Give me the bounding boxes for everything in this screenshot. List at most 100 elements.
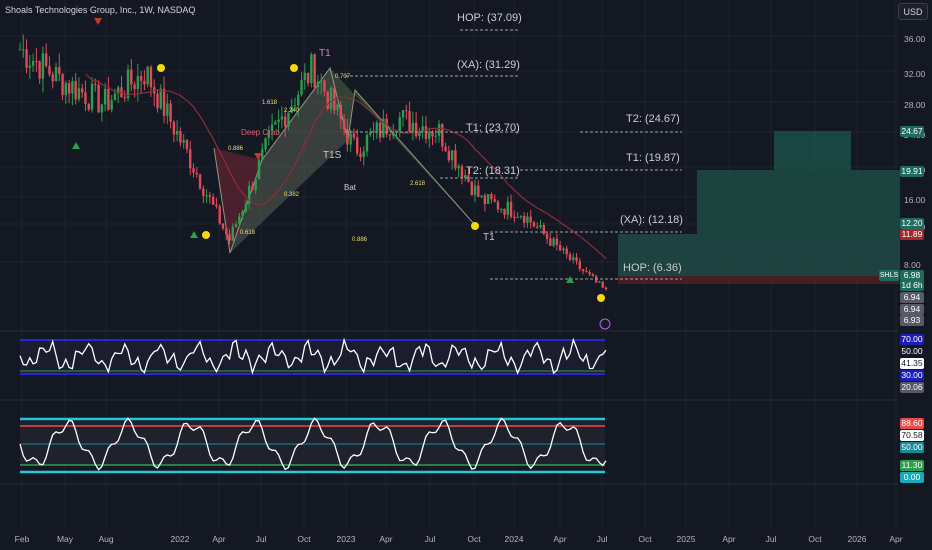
candle-body [496,201,500,210]
candle-body [588,272,591,275]
candle-body [369,132,372,135]
candle-body [385,118,388,135]
candle-body [84,92,87,104]
candle-body [35,61,38,63]
candle-body [293,105,297,107]
candle-body [598,281,601,283]
candle-body [431,131,434,137]
candle-body [503,208,506,215]
bat-pattern [330,68,475,225]
t1-label-top: T1 [319,48,331,59]
candle-body [71,81,74,94]
currency-button[interactable]: USD [898,3,928,20]
candle-body [483,195,487,204]
candle-body [38,61,41,79]
candle-body [601,281,604,288]
candle-body [470,181,473,196]
candle-body [457,166,460,169]
candle-body [231,226,234,241]
candle-body [225,228,228,235]
candle-body [44,53,48,66]
ratio-label: 2.240 [284,108,300,114]
rsi-scale-tag: 41.35 [900,358,924,369]
candle-body [205,195,208,197]
candle-body [306,72,310,84]
candle-body [192,168,195,173]
level-label-hop: HOP: (37.09) [457,12,522,24]
time-axis-tick: Jul [765,534,777,544]
candle-body [323,80,326,92]
candle-body [578,261,582,270]
candle-body [398,117,401,132]
candle-body [441,124,444,147]
moving-average-line [85,73,607,260]
target-zone-2 [697,170,900,234]
candle-body [264,138,267,150]
candle-body [25,49,28,68]
candle-body [156,93,159,109]
candle-body [146,66,149,85]
level-label-target-xa: (XA): (12.18) [620,214,683,226]
candle-body [61,73,64,96]
candle-body [97,84,100,113]
time-axis-tick: Apr [379,534,393,544]
candle-body [536,226,539,228]
candle-body [454,150,457,169]
candle-body [274,122,277,125]
price-tag: 6.98 [900,270,924,281]
candle-body [421,126,424,131]
candle-body [490,194,493,200]
time-axis-tick: Feb [14,534,30,544]
crab-pattern-right [230,68,348,253]
candle-body [100,104,104,113]
time-axis-tick: 2022 [170,534,190,544]
candle-body [123,97,126,99]
candle-body [434,135,437,137]
candle-body [283,116,287,127]
candle-body [509,201,513,217]
markers [72,18,611,330]
candle-body [319,80,323,82]
time-axis-tick: Jul [255,534,267,544]
rsi-line [19,337,607,375]
ratio-label: 0.707 [335,74,351,80]
candle-body [378,122,382,138]
level-label-t2: T2: (18.31) [466,165,520,177]
candle-body [90,83,94,110]
candle-body [352,133,356,138]
candle-body [549,238,552,246]
candle-body [542,225,545,234]
candle-body [575,257,578,262]
target-zone-3 [774,131,851,170]
candle-body [362,151,365,157]
oscillator-line [19,417,607,471]
osc-scale-tag: 70.58 [900,430,924,441]
candle-body [552,238,555,246]
candle-body [169,103,172,122]
candle-body [303,72,307,80]
candle-body [313,54,316,88]
candle-body [162,88,166,116]
candle-body [107,88,110,110]
candle-body [329,87,333,109]
candle-body [418,130,421,137]
candle-body [221,223,225,229]
candle-body [241,211,244,217]
rsi-band [20,340,605,374]
candle-body [545,233,549,239]
candle-body [477,185,480,197]
osc-scale-tag: 50.00 [900,442,924,453]
time-axis-tick: Oct [297,534,311,544]
candle-body [77,88,81,100]
candle-body [179,130,182,143]
candle-body [280,116,284,120]
candle-body [372,130,375,133]
ratio-labels: 0.886 1.618 2.240 0.707 0.382 0.618 2.61… [228,74,426,243]
bat-label: Bat [344,183,357,192]
candle-body [604,287,608,290]
candle-body [336,104,339,111]
candle-body [159,88,162,109]
rsi-scale-tag: 20.06 [900,382,924,393]
time-axis-tick: 2025 [676,534,696,544]
